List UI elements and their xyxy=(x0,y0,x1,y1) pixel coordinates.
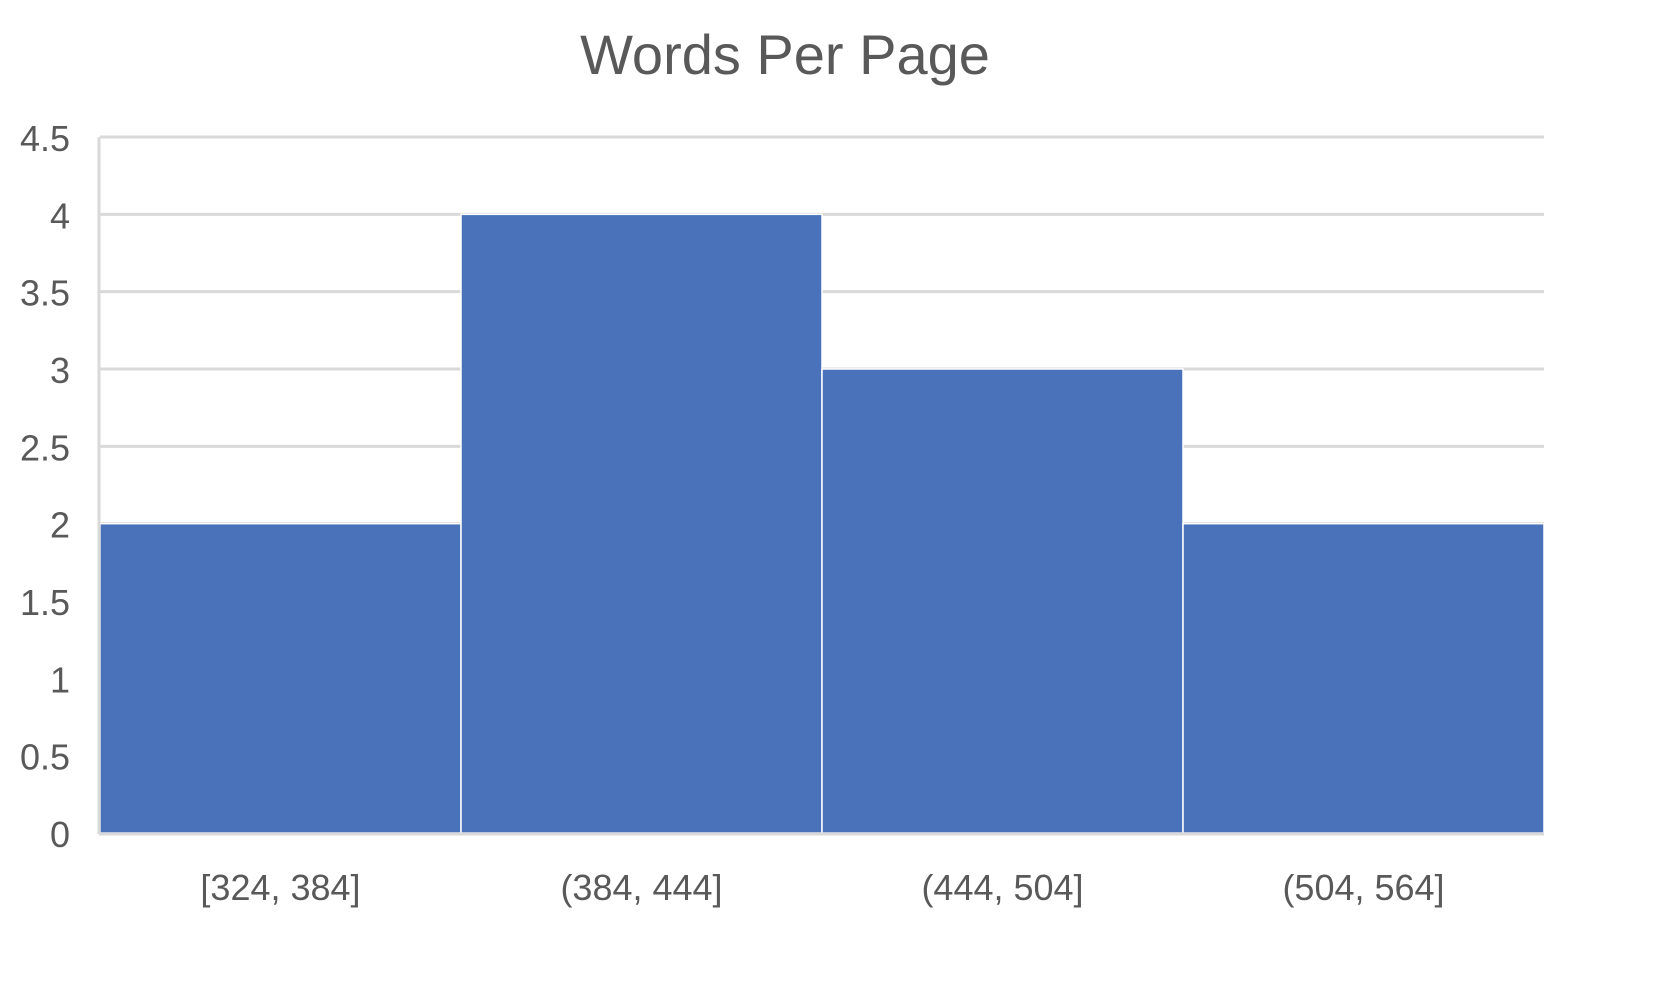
bars xyxy=(99,213,1545,834)
x-tick-label: (384, 444] xyxy=(560,867,722,908)
bar xyxy=(1182,522,1545,834)
y-tick-label: 2 xyxy=(50,505,70,546)
bar xyxy=(460,213,823,834)
y-tick-label: 0.5 xyxy=(20,737,70,778)
x-tick-label: [324, 384] xyxy=(200,867,360,908)
y-tick-label: 3 xyxy=(50,350,70,391)
y-tick-label: 0 xyxy=(50,814,70,855)
axes xyxy=(97,137,1544,836)
y-tick-label: 4 xyxy=(50,195,70,236)
y-tick-label: 1 xyxy=(50,659,70,700)
bar xyxy=(99,522,462,834)
y-tick-label: 4.5 xyxy=(20,118,70,159)
y-tick-labels: 0 0.5 1 1.5 2 2.5 3 3.5 4 4.5 xyxy=(20,118,70,855)
y-tick-label: 3.5 xyxy=(20,273,70,314)
bar xyxy=(821,368,1184,834)
x-tick-labels: [324, 384] (384, 444] (444, 504] (504, 564] xyxy=(200,867,1444,908)
y-tick-label: 2.5 xyxy=(20,427,70,468)
x-tick-label: (504, 564] xyxy=(1282,867,1444,908)
y-tick-label: 1.5 xyxy=(20,582,70,623)
chart-title: Words Per Page xyxy=(580,23,990,86)
x-tick-label: (444, 504] xyxy=(921,867,1083,908)
